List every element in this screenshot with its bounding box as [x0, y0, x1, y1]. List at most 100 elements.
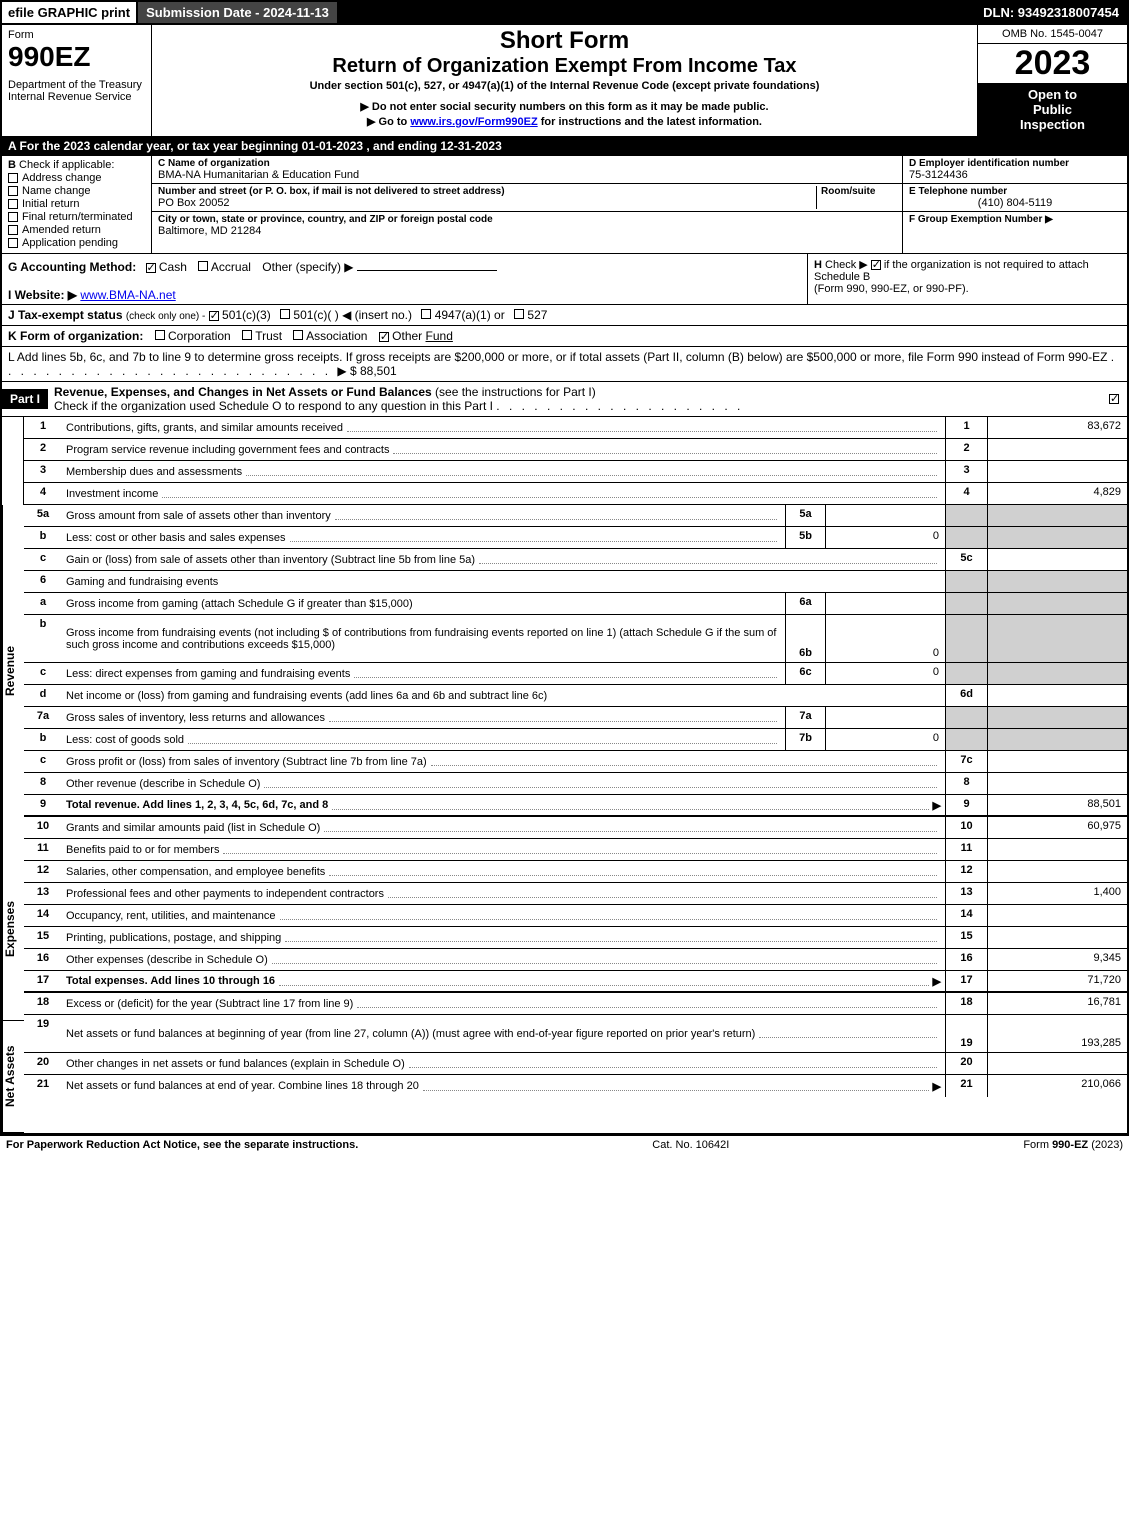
cb-527[interactable] — [514, 309, 524, 319]
line-k: K Form of organization: Corporation Trus… — [0, 326, 1129, 347]
cb-initial-return[interactable]: Initial return — [8, 198, 145, 210]
d-ein-label: D Employer identification number — [909, 158, 1121, 169]
e-phone-label: E Telephone number — [909, 186, 1121, 197]
c-name-label: C Name of organization — [158, 158, 896, 169]
cb-final-return[interactable]: Final return/terminated — [8, 211, 145, 223]
table-rows: 1Contributions, gifts, grants, and simil… — [24, 417, 1127, 1133]
submission-date: Submission Date - 2024-11-13 — [138, 2, 337, 23]
website-link[interactable]: www.BMA-NA.net — [80, 288, 175, 302]
cb-trust[interactable] — [242, 330, 252, 340]
k-other-val: Fund — [426, 329, 453, 343]
cb-other[interactable] — [379, 332, 389, 342]
row-20: 20Other changes in net assets or fund ba… — [24, 1053, 1127, 1075]
h-label: H — [814, 259, 822, 271]
line-g-h: G Accounting Method: Cash Accrual Other … — [0, 254, 1129, 305]
l-text: L Add lines 5b, 6c, and 7b to line 9 to … — [8, 350, 1107, 364]
form-id-block: Form 990EZ Department of the Treasury In… — [2, 25, 152, 136]
tax-year: 2023 — [978, 44, 1127, 83]
part-1-title-sub: (see the instructions for Part I) — [435, 385, 596, 399]
row-8: 8Other revenue (describe in Schedule O)8 — [24, 773, 1127, 795]
footer-form: Form 990-EZ (2023) — [1023, 1139, 1123, 1151]
form-word: Form — [8, 29, 145, 41]
section-b: B Check if applicable: Address change Na… — [0, 156, 1129, 254]
col-c-org: C Name of organization BMA-NA Humanitari… — [152, 156, 902, 253]
k-label: K Form of organization: — [8, 329, 143, 343]
part-1-table: Revenue Expenses Net Assets 1Contributio… — [0, 417, 1129, 1135]
cb-name-change[interactable]: Name change — [8, 185, 145, 197]
irs-link[interactable]: www.irs.gov/Form990EZ — [410, 116, 537, 128]
b-label: B — [8, 159, 16, 171]
form-title-block: Short Form Return of Organization Exempt… — [152, 25, 977, 136]
row-2: 2Program service revenue including gover… — [24, 439, 1127, 461]
room-suite-label: Room/suite — [821, 186, 896, 197]
row-12: 12Salaries, other compensation, and empl… — [24, 861, 1127, 883]
inspection-1: Open to — [982, 87, 1123, 102]
vtab-revenue: Revenue — [2, 505, 24, 837]
cb-application-pending[interactable]: Application pending — [8, 237, 145, 249]
line-a: A For the 2023 calendar year, or tax yea… — [0, 137, 1129, 156]
i-label: I Website: ▶ — [8, 288, 77, 302]
cb-4947[interactable] — [421, 309, 431, 319]
topbar: efile GRAPHIC print Submission Date - 20… — [0, 0, 1129, 25]
cb-sched-o-part1[interactable] — [1109, 394, 1119, 404]
row-21: 21Net assets or fund balances at end of … — [24, 1075, 1127, 1097]
h-check-label: Check ▶ — [825, 259, 868, 271]
row-7b: bLess: cost of goods sold7b0 — [24, 729, 1127, 751]
row-7c: cGross profit or (loss) from sales of in… — [24, 751, 1127, 773]
row-15: 15Printing, publications, postage, and s… — [24, 927, 1127, 949]
col-d-e-f: D Employer identification number 75-3124… — [902, 156, 1127, 253]
page-footer: For Paperwork Reduction Act Notice, see … — [0, 1135, 1129, 1154]
dept-line-1: Department of the Treasury — [8, 79, 145, 91]
vtab-expenses: Expenses — [2, 837, 24, 1021]
check-if-label: Check if applicable: — [19, 159, 114, 171]
row-9: 9Total revenue. Add lines 1, 2, 3, 4, 5c… — [24, 795, 1127, 817]
h-text-2: (Form 990, 990-EZ, or 990-PF). — [814, 283, 1121, 295]
cb-sched-b-not-required[interactable] — [871, 260, 881, 270]
c-city-label: City or town, state or province, country… — [158, 214, 896, 225]
note-ssn: ▶ Do not enter social security numbers o… — [158, 100, 971, 113]
row-6c: cLess: direct expenses from gaming and f… — [24, 663, 1127, 685]
g-other: Other (specify) ▶ — [262, 260, 353, 274]
cb-501c[interactable] — [280, 309, 290, 319]
efile-print-label[interactable]: efile GRAPHIC print — [2, 2, 138, 23]
j-label: J Tax-exempt status — [8, 308, 123, 322]
footer-catno: Cat. No. 10642I — [358, 1139, 1023, 1151]
subtitle: Under section 501(c), 527, or 4947(a)(1)… — [158, 80, 971, 92]
cb-assoc[interactable] — [293, 330, 303, 340]
inspection-box: Open to Public Inspection — [978, 83, 1127, 136]
row-7a: 7aGross sales of inventory, less returns… — [24, 707, 1127, 729]
f-group-label: F Group Exemption Number ▶ — [909, 214, 1121, 225]
footer-left: For Paperwork Reduction Act Notice, see … — [6, 1139, 358, 1151]
row-5c: cGain or (loss) from sale of assets othe… — [24, 549, 1127, 571]
title-short-form: Short Form — [158, 27, 971, 55]
j-sub: (check only one) - — [126, 311, 205, 322]
cb-accrual[interactable] — [198, 261, 208, 271]
cb-address-change[interactable]: Address change — [8, 172, 145, 184]
row-6d: dNet income or (loss) from gaming and fu… — [24, 685, 1127, 707]
cb-corp[interactable] — [155, 330, 165, 340]
row-19: 19Net assets or fund balances at beginni… — [24, 1015, 1127, 1053]
dln: DLN: 93492318007454 — [975, 2, 1127, 23]
col-b-checkboxes: B Check if applicable: Address change Na… — [2, 156, 152, 253]
org-street: PO Box 20052 — [158, 197, 816, 209]
cb-amended-return[interactable]: Amended return — [8, 224, 145, 236]
form-number: 990EZ — [8, 41, 145, 73]
part-1-check-text: Check if the organization used Schedule … — [54, 399, 493, 413]
line-g: G Accounting Method: Cash Accrual Other … — [2, 254, 807, 304]
cb-cash[interactable] — [146, 263, 156, 273]
c-street-label: Number and street (or P. O. box, if mail… — [158, 186, 816, 197]
row-1: 1Contributions, gifts, grants, and simil… — [24, 417, 1127, 439]
inspection-2: Public — [982, 102, 1123, 117]
year-block: OMB No. 1545-0047 2023 Open to Public In… — [977, 25, 1127, 136]
line-h: H Check ▶ if the organization is not req… — [807, 254, 1127, 304]
l-amt: 88,501 — [360, 364, 397, 378]
title-return: Return of Organization Exempt From Incom… — [158, 55, 971, 78]
cb-501c3[interactable] — [209, 311, 219, 321]
vtab-net-assets: Net Assets — [2, 1021, 24, 1133]
row-13: 13Professional fees and other payments t… — [24, 883, 1127, 905]
org-name: BMA-NA Humanitarian & Education Fund — [158, 169, 896, 181]
row-6a: aGross income from gaming (attach Schedu… — [24, 593, 1127, 615]
line-l: L Add lines 5b, 6c, and 7b to line 9 to … — [0, 347, 1129, 382]
ein-value: 75-3124436 — [909, 169, 1121, 181]
row-18: 18Excess or (deficit) for the year (Subt… — [24, 993, 1127, 1015]
